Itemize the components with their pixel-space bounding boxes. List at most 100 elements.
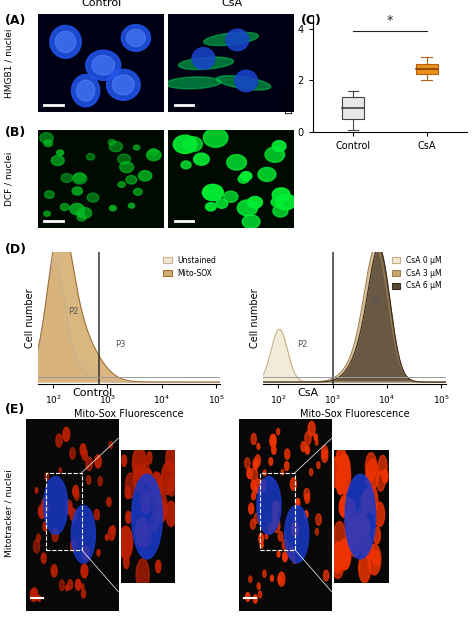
Polygon shape (107, 498, 111, 507)
Polygon shape (35, 488, 38, 493)
Polygon shape (72, 505, 95, 563)
Polygon shape (121, 25, 151, 51)
Polygon shape (361, 532, 371, 557)
Polygon shape (134, 188, 142, 195)
Polygon shape (173, 135, 197, 154)
Polygon shape (310, 469, 313, 476)
Polygon shape (359, 554, 371, 583)
Polygon shape (134, 145, 140, 150)
Polygon shape (112, 75, 134, 95)
Polygon shape (70, 448, 75, 459)
Polygon shape (258, 168, 276, 181)
Polygon shape (278, 575, 282, 583)
Polygon shape (86, 457, 92, 471)
Polygon shape (253, 595, 257, 604)
Polygon shape (277, 551, 280, 557)
Polygon shape (141, 490, 151, 513)
Polygon shape (76, 80, 95, 101)
Polygon shape (278, 572, 285, 587)
Polygon shape (260, 480, 265, 491)
Polygon shape (254, 487, 257, 494)
Polygon shape (242, 215, 260, 229)
Polygon shape (281, 469, 284, 475)
Polygon shape (240, 171, 252, 181)
Polygon shape (132, 474, 162, 559)
Polygon shape (271, 197, 283, 207)
Polygon shape (146, 149, 161, 161)
Y-axis label: DCF fluorescence: DCF fluorescence (286, 35, 295, 113)
Polygon shape (65, 500, 72, 514)
Polygon shape (68, 580, 73, 590)
Polygon shape (324, 570, 329, 581)
Polygon shape (56, 434, 62, 447)
Polygon shape (63, 427, 70, 442)
Polygon shape (57, 150, 64, 156)
Polygon shape (107, 69, 140, 100)
Polygon shape (365, 452, 377, 480)
Polygon shape (264, 470, 266, 476)
Polygon shape (251, 480, 256, 490)
Polygon shape (257, 477, 281, 534)
Polygon shape (86, 154, 95, 160)
Polygon shape (345, 499, 356, 524)
Text: Control: Control (82, 0, 122, 8)
Polygon shape (86, 50, 121, 80)
Bar (260, 472, 295, 549)
Polygon shape (273, 501, 279, 514)
Polygon shape (238, 175, 249, 183)
Text: (E): (E) (5, 403, 25, 416)
Polygon shape (192, 48, 215, 69)
Polygon shape (284, 461, 289, 471)
Text: Mitotracker / nuclei: Mitotracker / nuclei (5, 469, 14, 558)
Text: P3: P3 (372, 295, 381, 305)
Polygon shape (321, 445, 328, 458)
Polygon shape (255, 479, 262, 493)
Polygon shape (265, 147, 285, 163)
Polygon shape (353, 519, 362, 542)
Polygon shape (81, 584, 84, 590)
Polygon shape (277, 428, 280, 435)
Polygon shape (97, 549, 100, 556)
Polygon shape (151, 472, 163, 501)
Polygon shape (361, 518, 370, 539)
Polygon shape (206, 203, 216, 211)
Text: P2: P2 (68, 307, 79, 316)
Polygon shape (141, 522, 151, 546)
Polygon shape (337, 454, 350, 484)
Polygon shape (304, 488, 310, 500)
Polygon shape (74, 173, 85, 182)
Polygon shape (155, 560, 161, 573)
Polygon shape (136, 559, 149, 591)
Polygon shape (36, 534, 40, 542)
Polygon shape (224, 191, 238, 202)
Polygon shape (109, 205, 116, 211)
Polygon shape (44, 211, 50, 216)
Polygon shape (348, 521, 360, 549)
Polygon shape (374, 502, 385, 527)
Polygon shape (315, 439, 318, 445)
Polygon shape (55, 31, 76, 52)
Polygon shape (272, 445, 276, 454)
Polygon shape (321, 449, 328, 462)
Polygon shape (253, 459, 258, 470)
Polygon shape (45, 472, 49, 481)
Polygon shape (77, 214, 86, 221)
Polygon shape (133, 466, 144, 493)
Polygon shape (168, 477, 176, 496)
Polygon shape (283, 552, 287, 561)
Polygon shape (87, 193, 99, 202)
Polygon shape (245, 457, 250, 469)
Text: P2: P2 (297, 340, 308, 349)
Polygon shape (345, 547, 349, 559)
Polygon shape (73, 173, 87, 184)
Polygon shape (283, 539, 288, 550)
Polygon shape (358, 513, 367, 534)
Y-axis label: Cell number: Cell number (25, 289, 35, 348)
Polygon shape (73, 485, 79, 497)
Polygon shape (151, 514, 158, 532)
Polygon shape (109, 442, 112, 449)
Polygon shape (305, 445, 310, 454)
Polygon shape (126, 473, 136, 498)
Polygon shape (70, 203, 84, 215)
Polygon shape (374, 527, 381, 544)
